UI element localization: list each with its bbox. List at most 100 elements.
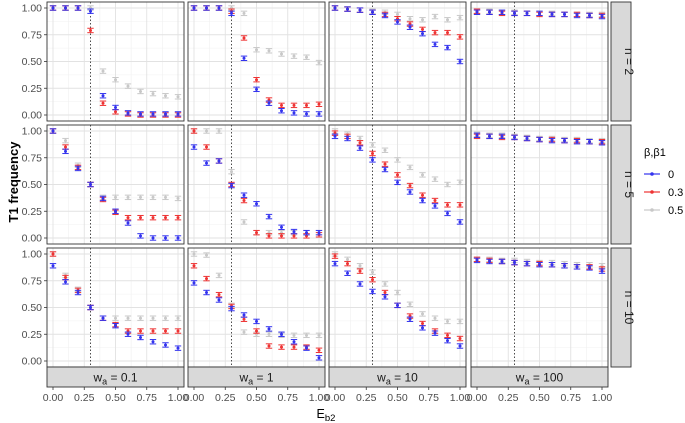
data-point-marker	[446, 203, 449, 207]
y-tick-label: 1.00	[22, 126, 43, 138]
data-point-marker	[371, 10, 374, 14]
data-point-marker	[242, 313, 246, 317]
data-point-marker	[500, 259, 504, 263]
data-point-series-0	[240, 192, 248, 198]
data-point-series-0.5	[162, 194, 169, 201]
data-point-marker	[358, 269, 362, 273]
data-point-series-0	[369, 9, 376, 15]
row-strips: n = 2 n = 5 n = 10	[610, 1, 636, 368]
x-tick-label: 0.00	[184, 392, 205, 404]
y-tick-label: 0.00	[22, 356, 43, 368]
data-point-series-0	[598, 13, 606, 20]
panel-border	[328, 124, 467, 245]
data-point-series-0.5	[303, 54, 310, 60]
data-point-series-0	[344, 270, 351, 276]
data-point-marker	[139, 195, 142, 199]
data-point-series-0.3	[99, 100, 107, 106]
data-point-series-0	[74, 289, 82, 296]
x-tick-label: 0.00	[467, 392, 488, 404]
data-point-series-0.5	[162, 315, 169, 321]
data-point-series-0	[290, 110, 298, 116]
data-point-series-0	[149, 235, 157, 241]
row-strip-1: n = 2	[610, 1, 636, 122]
data-point-series-0	[228, 182, 235, 189]
y-tick-label: 0.50	[22, 302, 43, 314]
data-point-marker	[383, 291, 387, 295]
data-point-series-0	[498, 9, 506, 15]
data-point-series-0	[473, 257, 481, 264]
data-point-marker	[446, 211, 449, 215]
data-point-series-0.5	[290, 53, 298, 59]
data-point-series-0.3	[174, 328, 182, 334]
data-point-marker	[280, 52, 283, 56]
data-point-marker	[164, 236, 167, 240]
data-point-marker	[267, 101, 271, 105]
data-point-series-0	[473, 132, 481, 138]
y-axis-ticks: 0.00 0.25 0.50 0.75 1.00 0.00 0.25 0.50 0.75 1.00…	[22, 3, 47, 368]
data-point-marker	[64, 276, 67, 280]
data-point-series-0.5	[456, 318, 464, 325]
panel-border	[470, 124, 609, 245]
data-point-marker	[139, 316, 142, 320]
panels	[46, 1, 609, 368]
data-point-marker	[292, 111, 296, 115]
data-point-series-0.5	[149, 90, 157, 97]
data-point-series-0.3	[215, 291, 223, 298]
data-point-series-0.5	[112, 194, 119, 201]
data-point-series-0	[87, 304, 94, 311]
data-point-series-0	[124, 110, 132, 116]
x-tick-label: 0.25	[215, 392, 236, 404]
data-point-marker	[575, 140, 579, 144]
data-point-series-0	[406, 24, 414, 30]
data-point-marker	[176, 316, 180, 320]
data-point-marker	[151, 236, 155, 240]
y-tick-label: 0.50	[22, 56, 43, 68]
data-point-marker	[242, 56, 246, 60]
data-point-series-0	[498, 258, 506, 265]
data-point-marker	[151, 195, 155, 199]
data-point-series-0.5	[278, 51, 285, 57]
data-point-marker	[51, 264, 55, 268]
data-point-series-0.3	[394, 172, 401, 178]
data-point-marker	[176, 196, 180, 200]
data-point-series-0.5	[394, 157, 401, 163]
data-point-marker	[164, 316, 167, 320]
data-point-marker	[267, 344, 271, 348]
data-point-marker	[242, 220, 246, 224]
data-point-marker	[151, 316, 155, 320]
data-point-marker	[358, 146, 362, 150]
data-point-marker	[280, 225, 283, 229]
data-point-marker	[563, 12, 566, 16]
data-point-marker	[230, 11, 233, 15]
x-axis-title: Eb2	[317, 407, 336, 423]
data-point-series-0	[586, 265, 593, 271]
data-point-series-0.5	[419, 172, 426, 178]
data-point-series-0.5	[215, 128, 223, 134]
data-point-marker	[101, 94, 105, 98]
data-point-series-0	[203, 5, 210, 11]
data-point-series-0	[99, 195, 107, 202]
data-point-marker	[458, 337, 462, 341]
data-point-marker	[217, 293, 221, 297]
data-point-series-0	[561, 137, 568, 144]
data-point-marker	[292, 234, 296, 238]
data-point-marker	[192, 145, 196, 149]
data-point-marker	[126, 111, 130, 115]
data-point-marker	[205, 6, 208, 10]
data-point-marker	[292, 345, 296, 349]
data-point-series-0	[511, 10, 518, 17]
data-point-marker	[525, 136, 529, 140]
data-point-series-0	[444, 337, 451, 344]
data-point-series-0.3	[203, 144, 210, 150]
data-point-marker	[408, 25, 412, 29]
data-point-series-0.3	[253, 328, 260, 334]
panel-r3-c1	[46, 247, 185, 368]
x-tick-label: 0.00	[325, 392, 346, 404]
strip-background	[610, 247, 632, 368]
data-point-marker	[114, 110, 117, 114]
data-point-series-0.3	[369, 276, 376, 283]
data-point-series-0.5	[444, 17, 451, 23]
data-point-marker	[217, 298, 221, 302]
row-strip-label: n = 10	[622, 291, 636, 325]
